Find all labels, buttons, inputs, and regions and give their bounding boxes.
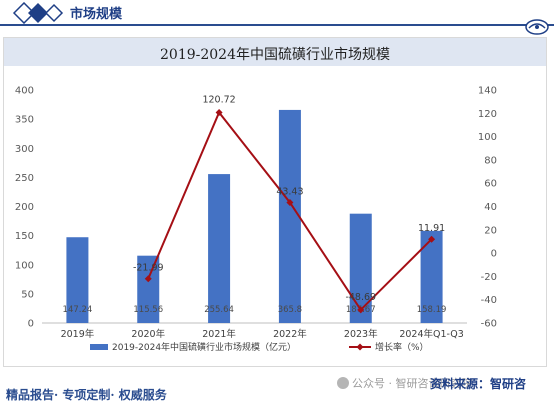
y-right-tick-label: 80 — [484, 155, 497, 166]
y-right-tick-label: -40 — [481, 295, 497, 306]
growth-point — [357, 306, 365, 314]
chart-frame: 2019-2024年中国硫磺行业市场规模 0 50 100 150 200 250 300 3… — [3, 37, 547, 367]
x-category-label: 2019年 — [61, 328, 95, 340]
bar-value-label: 147.24 — [63, 305, 93, 315]
legend-bar-label: 2019-2024年中国硫磺行业市场规模（亿元） — [112, 341, 296, 353]
x-category-label: 2024年Q1-Q3 — [399, 328, 464, 340]
x-category-label: 2022年 — [273, 328, 307, 340]
growth-value-label: -48.69 — [345, 292, 376, 303]
x-category-label: 2021年 — [202, 328, 236, 340]
y-left-tick-label: 150 — [15, 231, 34, 242]
y-left-tick-label: 0 — [28, 319, 34, 330]
growth-point — [286, 199, 294, 207]
y-left-tick-label: 100 — [15, 260, 34, 271]
bar — [208, 174, 231, 323]
brand-diamonds-icon — [12, 2, 64, 24]
y-right-tick-label: -60 — [481, 319, 497, 330]
watermark-text: 公众号 · 智研咨询研究院 — [352, 377, 473, 390]
company-logo-icon — [525, 19, 549, 35]
x-category-label: 2020年 — [131, 328, 165, 340]
y-right-tick-label: 40 — [484, 202, 497, 213]
watermark: 公众号 · 智研咨询研究院 — [337, 375, 473, 391]
chart-title: 2019-2024年中国硫磺行业市场规模 — [160, 47, 390, 63]
growth-point — [428, 235, 436, 243]
y-right-tick-label: 20 — [484, 225, 497, 236]
y-left-tick-label: 400 — [15, 86, 34, 97]
y-left-tick-label: 50 — [21, 289, 34, 300]
bar-value-label: 255.64 — [204, 305, 234, 315]
bar — [349, 213, 372, 323]
y-right-tick-label: 0 — [491, 249, 497, 260]
growth-point — [144, 275, 152, 283]
bar — [66, 237, 89, 323]
data-source: 资料来源：智研咨 — [430, 377, 527, 391]
y-left-tick-label: 300 — [15, 144, 34, 155]
growth-value-label: 120.72 — [202, 94, 235, 105]
legend-line-label: 增长率（%） — [375, 341, 429, 353]
wechat-icon — [337, 377, 349, 389]
section-title: 市场规模 — [70, 7, 123, 22]
footer-tagline: 精品报告· 专项定制· 权威服务 — [6, 388, 167, 402]
bar — [420, 230, 443, 323]
growth-value-label: 11.91 — [418, 223, 445, 234]
growth-value-label: 43.43 — [276, 187, 303, 198]
combo-chart: 0 50 100 150 200 250 300 350 400 -60 -40 -20 0 20 40 60… — [15, 86, 497, 354]
y-left-tick-label: 200 — [15, 202, 34, 213]
growth-value-label: -21.99 — [133, 263, 164, 274]
bar-value-label: 115.56 — [133, 305, 163, 315]
header-rule — [0, 24, 554, 26]
y-left-tick-label: 250 — [15, 173, 34, 184]
y-right-tick-label: 120 — [478, 109, 497, 120]
bar — [137, 255, 160, 323]
y-right-tick-label: 60 — [484, 179, 497, 190]
bar-value-label: 365.8 — [278, 305, 302, 315]
y-left-tick-label: 350 — [15, 115, 34, 126]
y-right-tick-label: 140 — [478, 86, 497, 97]
legend-line-marker — [356, 343, 364, 351]
bar-value-label: 158.19 — [417, 305, 447, 315]
y-right-tick-label: 100 — [478, 132, 497, 143]
bar — [278, 109, 301, 323]
x-category-label: 2023年 — [344, 328, 378, 340]
legend-bar-swatch — [90, 344, 108, 350]
y-right-tick-label: -20 — [481, 272, 497, 283]
growth-point — [215, 108, 223, 116]
chart-title-banner — [4, 38, 546, 66]
